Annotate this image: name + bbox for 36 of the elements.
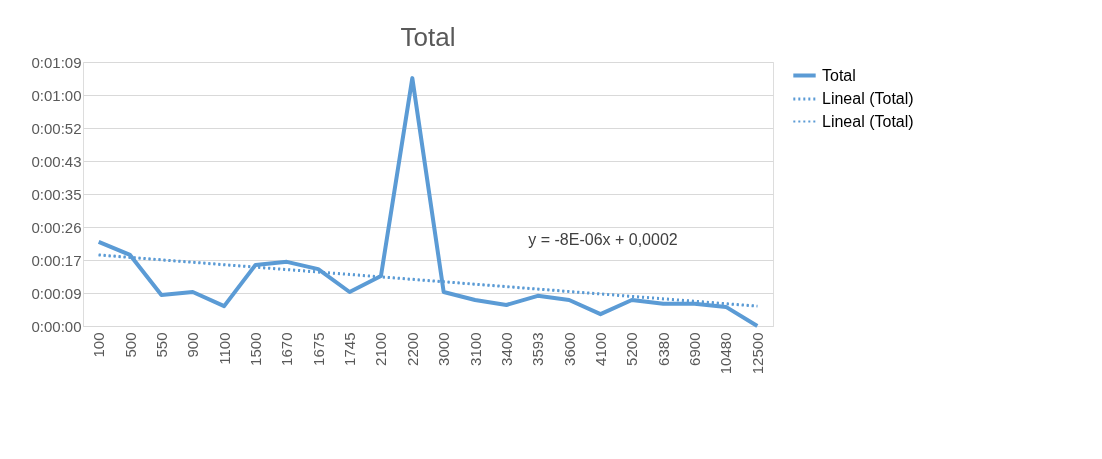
y-tick-label: 0:00:43: [31, 152, 82, 170]
x-tick-label: 100: [90, 332, 108, 358]
legend-label: Total: [822, 66, 856, 84]
y-tick-label: 0:00:09: [31, 284, 82, 302]
x-tick-label: 1500: [247, 332, 264, 366]
annotation: y = -8E-06x + 0,0002: [528, 231, 678, 248]
x-tick-label: 550: [152, 332, 170, 358]
x-tick-label: 5200: [623, 332, 641, 366]
x-tick-label: 900: [184, 332, 202, 358]
x-tick-label: 1745: [341, 332, 359, 366]
x-tick-label: 3600: [560, 332, 578, 366]
y-tick-label: 0:00:17: [31, 251, 82, 269]
x-tick-label: 3400: [497, 332, 515, 366]
x-tick-label: 12500: [748, 332, 766, 375]
x-tick-label: 3593: [529, 332, 547, 366]
x-tick-label: 6900: [686, 332, 704, 366]
x-tick-label: 1670: [278, 332, 296, 366]
x-tick-label: 3100: [466, 332, 484, 366]
y-tick-label: 0:00:00: [31, 317, 82, 335]
x-tick-label: 2200: [403, 332, 421, 366]
y-tick-label: 0:01:00: [31, 86, 82, 104]
x-tick-label: 4100: [592, 332, 609, 366]
y-tick-label: 0:00:26: [31, 218, 82, 236]
legend-label: Lineal (Total): [822, 112, 914, 130]
y-tick-label: 0:00:35: [31, 185, 82, 203]
x-tick-label: 10480: [717, 332, 735, 375]
y-tick-label: 0:00:52: [31, 119, 82, 137]
legend-label: Lineal (Total): [822, 90, 914, 107]
x-tick-label: 3000: [435, 332, 453, 366]
x-tick-label: 2100: [372, 332, 390, 366]
x-tick-label: 1675: [309, 332, 327, 366]
y-tick-label: 0:01:09: [31, 53, 82, 71]
x-tick-label: 1100: [215, 332, 233, 365]
x-tick-label: 500: [121, 332, 139, 358]
x-tick-label: 6380: [654, 332, 672, 366]
chart-title: Total: [400, 22, 456, 52]
